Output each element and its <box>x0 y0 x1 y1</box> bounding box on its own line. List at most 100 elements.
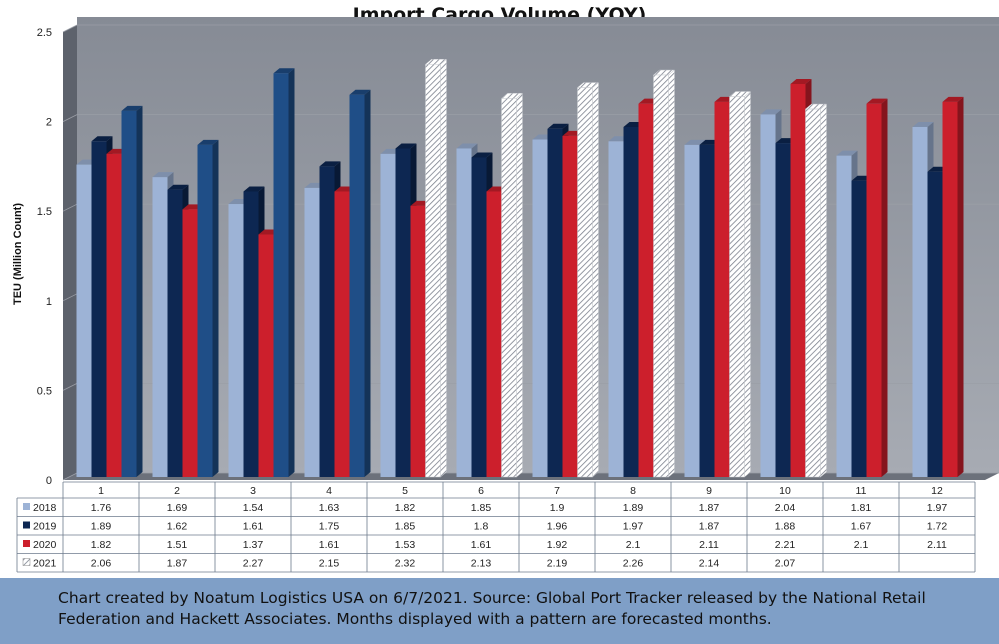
data-label: 1.54 <box>243 502 264 514</box>
data-label: 1.62 <box>167 521 188 533</box>
bar-front <box>395 148 411 478</box>
bar-front <box>623 126 639 477</box>
data-label: 1.85 <box>471 502 492 514</box>
data-label: 2.15 <box>319 558 340 570</box>
bar-top <box>243 186 265 192</box>
bar-front <box>319 166 335 477</box>
bar-2020-12 <box>942 96 964 477</box>
data-label: 1.76 <box>91 502 112 514</box>
bar-side <box>592 82 599 478</box>
data-label: 2.19 <box>547 558 568 570</box>
bar-front <box>866 103 882 478</box>
data-label: 2.06 <box>91 558 112 570</box>
bar-front <box>486 191 502 477</box>
bar-front <box>273 73 289 477</box>
x-tick-label: 10 <box>779 485 791 497</box>
bar-front <box>197 144 213 477</box>
bar-top <box>684 139 706 145</box>
gridline-side <box>62 293 78 302</box>
bar-front <box>775 143 791 477</box>
bar-front <box>76 164 92 477</box>
bar-2021-3 <box>273 68 295 477</box>
data-label: 1.89 <box>623 502 644 514</box>
bar-top <box>395 143 417 149</box>
bar-front <box>380 153 396 477</box>
bar-front <box>304 187 320 478</box>
data-label: 1.8 <box>474 521 489 533</box>
bar-front <box>608 141 624 477</box>
plot-area: 0 0.5 1 1.5 2 2.5 <box>37 17 999 487</box>
y-tick-label: 0.5 <box>37 385 52 397</box>
legend-label: 2018 <box>33 502 57 514</box>
bar-2020-11 <box>866 98 888 478</box>
bar-top <box>456 143 478 149</box>
data-label: 1.53 <box>395 539 416 551</box>
bar-top <box>866 98 888 104</box>
bar-front <box>121 110 137 478</box>
data-label: 2.1 <box>626 539 641 551</box>
x-tick-label: 8 <box>630 485 636 497</box>
data-label: 1.82 <box>395 502 416 514</box>
x-tick-label: 9 <box>706 485 712 497</box>
bar-side <box>212 139 219 477</box>
bar-2021-7 <box>576 82 600 478</box>
bar-front <box>425 64 441 478</box>
data-label: 1.61 <box>471 539 492 551</box>
bar-front <box>942 101 958 477</box>
bar-top <box>912 121 934 127</box>
data-label: 1.88 <box>775 521 796 533</box>
legend-key-2020 <box>23 540 30 547</box>
bar-front <box>836 155 852 477</box>
data-label: 1.97 <box>623 521 644 533</box>
x-tick-label: 6 <box>478 485 484 497</box>
bar-front <box>471 157 487 477</box>
bar-top <box>547 123 569 129</box>
bar-2021-2 <box>197 139 219 477</box>
bar-front <box>653 74 669 478</box>
bar-front <box>501 98 517 478</box>
data-label: 1.75 <box>319 521 340 533</box>
bar-top <box>121 105 143 111</box>
y-tick-label: 2 <box>46 117 52 129</box>
bar-front <box>349 94 365 477</box>
bar-2021-4 <box>349 89 371 477</box>
bar-front <box>182 209 198 477</box>
bar-front <box>106 153 122 477</box>
side-wall <box>63 25 77 480</box>
y-tick-label: 2.5 <box>37 27 52 39</box>
y-tick-label: 1.5 <box>37 206 52 218</box>
bar-front <box>410 205 426 477</box>
x-tick-label: 12 <box>931 485 943 497</box>
bar-front <box>790 83 806 477</box>
bar-top <box>760 109 782 115</box>
gridline-side <box>62 383 78 391</box>
legend-label: 2019 <box>33 521 57 533</box>
bar-2021-6 <box>500 92 524 478</box>
data-label: 1.87 <box>699 502 720 514</box>
x-tick-label: 1 <box>98 485 104 497</box>
bar-top <box>167 184 189 190</box>
legend-label: 2020 <box>33 539 57 551</box>
bar-front <box>547 128 563 477</box>
data-label: 2.14 <box>699 558 720 570</box>
bar-front <box>684 144 700 477</box>
bar-front <box>912 126 928 477</box>
x-tick-label: 4 <box>326 485 332 497</box>
data-label: 1.72 <box>927 521 948 533</box>
data-label: 1.96 <box>547 521 568 533</box>
bar-2021-10 <box>804 103 828 478</box>
gridline-side <box>62 114 78 122</box>
data-label: 2.04 <box>775 502 796 514</box>
bar-front <box>334 191 350 477</box>
data-label: 1.81 <box>851 502 872 514</box>
data-label: 1.87 <box>167 558 188 570</box>
y-tick-label: 0 <box>46 475 52 487</box>
bar-side <box>288 68 295 477</box>
bar-2021-1 <box>121 105 143 478</box>
x-tick-label: 7 <box>554 485 560 497</box>
data-label: 1.97 <box>927 502 948 514</box>
data-label: 2.1 <box>854 539 869 551</box>
bar-front <box>851 180 867 477</box>
bar-side <box>668 69 675 478</box>
bar-top <box>836 150 858 156</box>
